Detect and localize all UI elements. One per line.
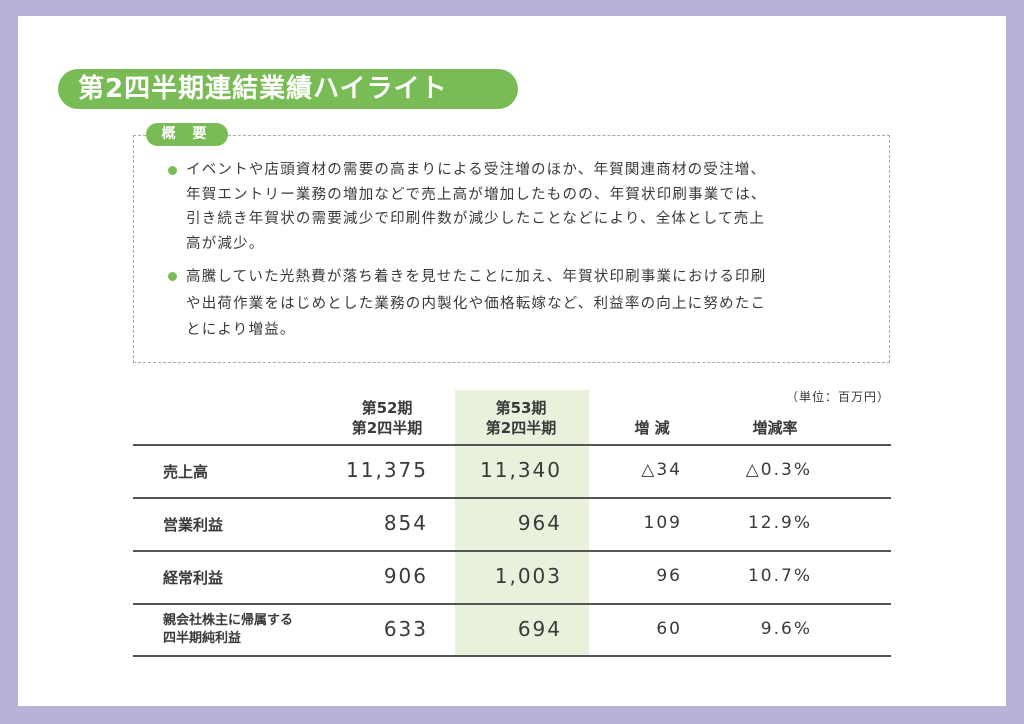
- bullet-item: 高騰していた光熱費が落ち着きを見せたことに加え、年賀状印刷事業における印刷 や出荷…: [168, 264, 870, 344]
- row-label: 親会社株主に帰属する: [163, 613, 294, 628]
- cell-value: 964: [517, 511, 562, 535]
- page-title: 第2四半期連結業績ハイライト: [58, 69, 518, 109]
- bullet-line: 高騰していた光熱費が落ち着きを見せたことに加え、年賀状印刷事業における印刷: [186, 269, 767, 285]
- row-label: 経常利益: [163, 569, 224, 587]
- cell-value: 11,375: [346, 458, 428, 482]
- cell-value: 1,003: [494, 564, 562, 588]
- row-rule: [133, 497, 891, 499]
- bullet-line: とにより増益。: [186, 322, 296, 338]
- cell-value: △0.3%: [745, 460, 812, 480]
- column-header: 第2四半期: [351, 419, 423, 437]
- cell-value: 906: [383, 564, 428, 588]
- cell-value: 633: [383, 617, 428, 641]
- row-label: 四半期純利益: [163, 631, 242, 646]
- bullet-line: や出荷作業をはじめとした業務の内製化や価格転嫁など、利益率の向上に努めたこ: [186, 295, 767, 312]
- cell-value: 694: [517, 617, 562, 641]
- row-rule: [133, 550, 891, 552]
- row-rule: [133, 655, 891, 657]
- cell-value: 60: [656, 619, 682, 639]
- row-rule: [133, 444, 891, 446]
- row-rule: [133, 603, 891, 605]
- column-header: 第52期: [361, 399, 413, 417]
- cell-value: 12.9%: [747, 513, 812, 533]
- bullet-line: 年賀エントリー業務の増加などで売上高が増加したものの、年賀状印刷事業では、: [186, 186, 767, 203]
- column-header: 第53期: [495, 399, 547, 417]
- bullet-dot: [168, 272, 177, 281]
- cell-value: 109: [643, 513, 682, 533]
- summary-label: 概 要: [146, 123, 228, 146]
- column-header: 増減率: [752, 419, 798, 437]
- bullet-item: イベントや店頭資材の需要の高まりによる受注増のほか、年賀関連商材の受注増、 年賀エ…: [168, 158, 870, 256]
- cell-value: 11,340: [480, 458, 562, 482]
- summary-box: [133, 135, 890, 363]
- cell-value: 10.7%: [747, 566, 812, 586]
- highlight-column: [455, 390, 589, 655]
- bullet-dot: [168, 166, 177, 175]
- column-header: 増 減: [634, 419, 670, 437]
- column-header: 第2四半期: [485, 419, 557, 437]
- cell-value: △34: [641, 460, 682, 480]
- cell-value: 96: [656, 566, 682, 586]
- unit-note: （単位：百万円）: [785, 390, 890, 404]
- row-label: 営業利益: [163, 516, 224, 534]
- row-label: 売上高: [163, 463, 209, 481]
- bullet-line: イベントや店頭資材の需要の高まりによる受注増のほか、年賀関連商材の受注増、: [186, 162, 767, 178]
- cell-value: 9.6%: [760, 619, 812, 639]
- bullet-line: 高が減少。: [186, 235, 265, 252]
- bullet-line: 引き続き年賀状の需要減少で印刷件数が減少したことなどにより、全体として売上: [186, 211, 766, 227]
- cell-value: 854: [383, 511, 428, 535]
